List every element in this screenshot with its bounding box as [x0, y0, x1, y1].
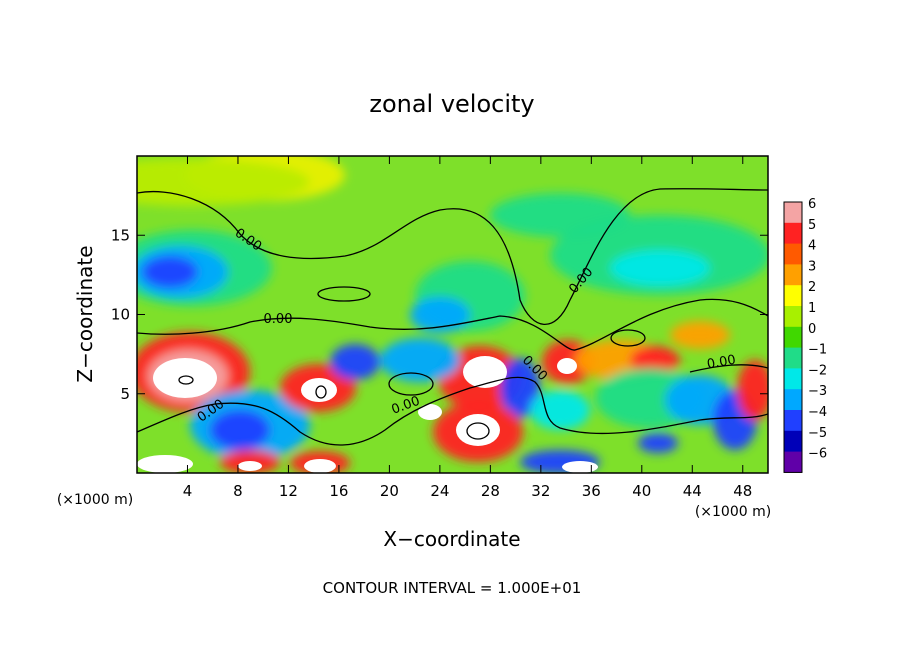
contour-core-1 [466, 422, 490, 440]
colorbar-tick-label: 1 [808, 301, 816, 316]
colorbar-tick-label: 0 [808, 322, 816, 337]
colorbar-swatch [784, 326, 802, 348]
x-tick-label: 24 [430, 482, 449, 500]
colorbar-swatch [784, 347, 802, 369]
velocity-field [137, 156, 768, 473]
x-tick-label: 20 [380, 482, 399, 500]
x-tick-label: 44 [683, 482, 702, 500]
colorbar-swatch [784, 430, 802, 452]
contour-mid [137, 298, 768, 351]
zero-contours [137, 188, 768, 446]
colorbar-swatch [784, 285, 802, 307]
x-tick-label: 40 [632, 482, 651, 500]
plot-area: 0.000.000.00 0.000.000.00 0.00 [137, 156, 768, 473]
colorbar-tick-label: −1 [808, 343, 827, 358]
chart-title: zonal velocity [369, 90, 534, 118]
x-unit-label-right: (×1000 m) [695, 504, 771, 520]
x-tick-label: 8 [233, 482, 243, 500]
colorbar-tick-label: 2 [808, 280, 816, 295]
contour-label: 0.00 [706, 353, 737, 373]
x-axis: 4 8 12 16 20 24 28 32 36 40 44 48 [183, 156, 752, 500]
x-tick-label: 28 [481, 482, 500, 500]
contour-core-3 [315, 385, 327, 399]
colorbar-tick-label: −6 [808, 447, 827, 462]
colorbar-tick-label: −2 [808, 363, 827, 378]
contour-island-1 [317, 286, 371, 302]
contour-label: 0.00 [264, 312, 293, 327]
colorbar-frame [783, 201, 803, 473]
y-tick-label: 15 [111, 226, 130, 244]
x-tick-label: 12 [279, 482, 298, 500]
colorbar-tick-label: −5 [808, 426, 827, 441]
x-unit-label-left: (×1000 m) [57, 492, 133, 508]
colorbar-swatch [784, 389, 802, 411]
colorbar-swatch [784, 368, 802, 390]
contour-island-3 [388, 372, 434, 396]
x-tick-label: 16 [329, 482, 348, 500]
y-axis: 5 10 15 [111, 226, 768, 403]
colorbar-tick-label: 3 [808, 259, 816, 274]
contour-interval-note: CONTOUR INTERVAL = 1.000E+01 [323, 579, 582, 597]
contour-right-lower [689, 364, 768, 373]
colorbar-swatch [784, 410, 802, 432]
colorbar-swatch [784, 264, 802, 286]
colorbar-swatch [784, 202, 802, 224]
x-axis-label: X−coordinate [383, 527, 520, 551]
colorbar: 6 5 4 3 2 1 0 −1 −2 −3 −4 −5 −6 [783, 197, 827, 473]
colorbar-swatch [784, 243, 802, 265]
y-tick-label: 5 [120, 385, 130, 403]
x-tick-label: 36 [582, 482, 601, 500]
y-tick-label: 10 [111, 306, 130, 324]
contour-lower [137, 376, 768, 446]
contour-island-2 [610, 329, 646, 347]
contour-core-2 [178, 375, 194, 385]
colorbar-tick-label: 6 [808, 197, 816, 212]
x-tick-label: 4 [183, 482, 193, 500]
contour-upper [137, 188, 768, 326]
colorbar-swatch [784, 306, 802, 328]
colorbar-tick-label: 4 [808, 239, 816, 254]
colorbar-swatch [784, 451, 802, 473]
x-tick-label: 48 [733, 482, 752, 500]
colorbar-tick-label: −3 [808, 384, 827, 399]
x-tick-label: 32 [531, 482, 550, 500]
colorbar-tick-label: 5 [808, 218, 816, 233]
y-axis-label: Z−coordinate [73, 245, 97, 382]
colorbar-swatch [784, 222, 802, 244]
colorbar-tick-label: −4 [808, 405, 827, 420]
